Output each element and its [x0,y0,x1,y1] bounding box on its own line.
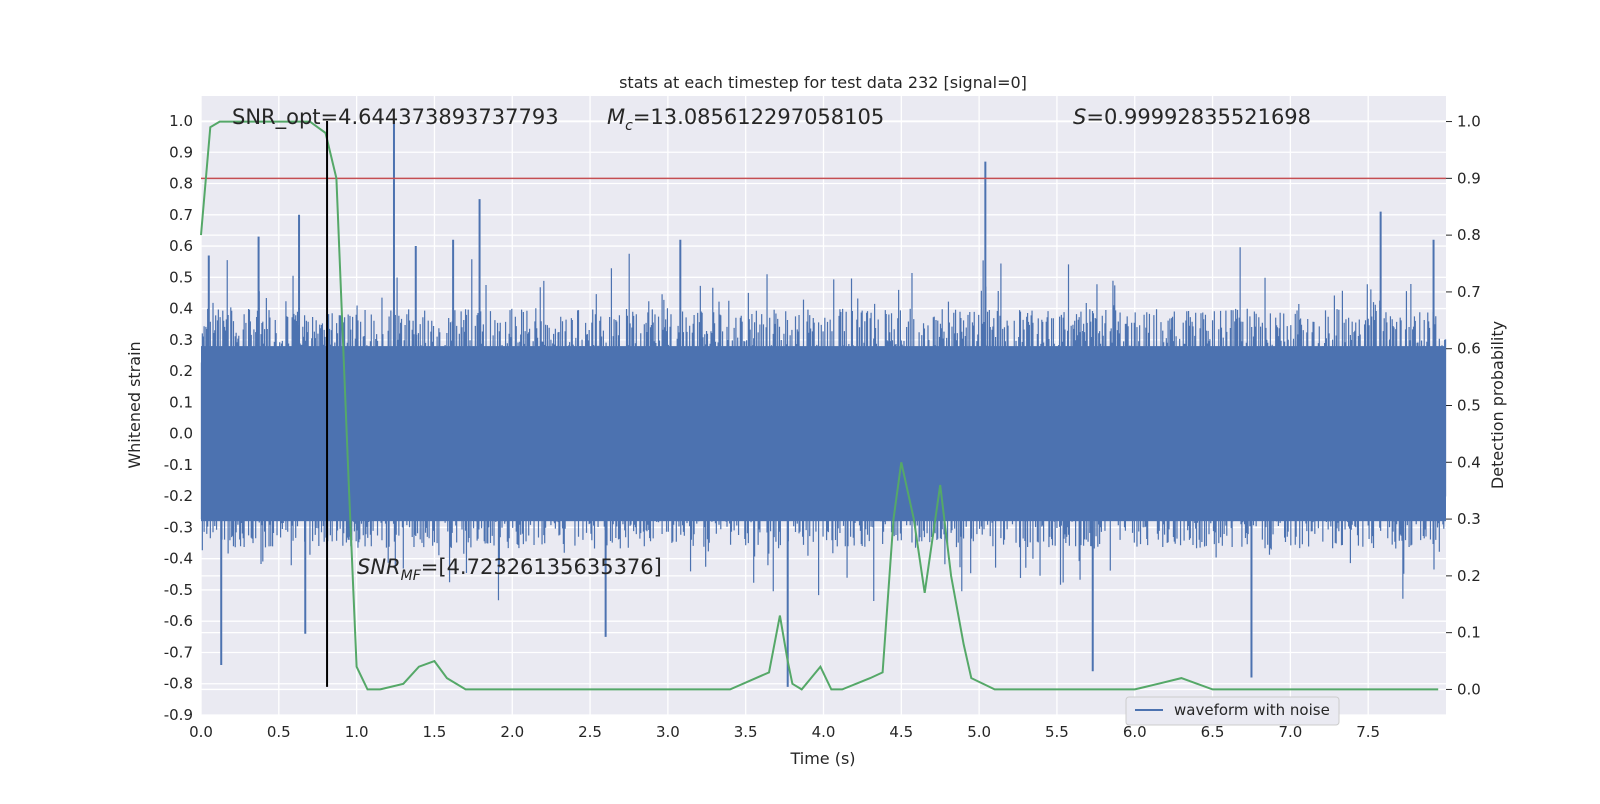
x-tick-label: 4.5 [889,723,913,741]
x-tick-label: 5.0 [967,723,991,741]
y-tick-label: -0.9 [164,706,193,724]
legend-label-waveform: waveform with noise [1174,701,1330,719]
y-tick-label: -0.1 [164,456,193,474]
x-tick-label: 1.5 [423,723,447,741]
chirp-mass-annotation: Mc=13.085612297058105 [607,105,884,134]
x-tick-label: 4.0 [812,723,836,741]
y-tick-label: 1.0 [169,112,193,130]
y-tick-label: -0.8 [164,675,193,693]
legend: waveform with noise [1125,696,1340,726]
x-tick-label: 3.5 [734,723,758,741]
x-tick-label: 6.0 [1123,723,1147,741]
x-tick-label: 7.5 [1356,723,1380,741]
x-tick-label: 5.5 [1045,723,1069,741]
x-tick-label: 3.0 [656,723,680,741]
legend-box [1125,696,1340,726]
x-tick-label: 0.5 [267,723,291,741]
y2-tick-label: 0.5 [1457,397,1481,415]
y-tick-label: -0.2 [164,487,193,505]
y2-tick-label: 0.0 [1457,680,1481,698]
y-tick-label: -0.7 [164,643,193,661]
x-tick-label: 6.5 [1201,723,1225,741]
y2-tick-labels: 1.0 0.9 0.8 0.7 0.6 0.5 0.4 0.3 0.2 0.1 0.0 [1446,113,1481,698]
y-tick-label: 0.6 [169,237,193,255]
y-tick-label: -0.6 [164,612,193,630]
y-tick-label: 0.4 [169,300,193,318]
y-tick-label: 0.1 [169,393,193,411]
snr-opt-annotation: SNR_opt=4.644373893737793 [232,105,559,130]
y-tick-label: 0.0 [169,425,193,443]
plot-area [200,120,1447,691]
y2-tick-label: 0.8 [1457,226,1481,244]
x-tick-label: 2.0 [500,723,524,741]
snr-mf-annotation: SNRMF=[4.72326135635376] [357,555,662,584]
x-tick-label: 2.5 [578,723,602,741]
detection-probability-line [200,120,1439,691]
y2-tick-label: 0.9 [1457,169,1481,187]
y-tick-label: 0.8 [169,175,193,193]
x-tick-labels: 0.0 0.5 1.0 1.5 2.0 2.5 3.0 3.5 4.0 4.5 5.0 5.5 6.0 6… [189,723,1380,741]
y2-tick-label: 0.2 [1457,567,1481,585]
y-tick-label: 0.3 [169,331,193,349]
x-tick-label: 1.0 [345,723,369,741]
y-axis-label: Whitened strain [125,341,144,468]
y-tick-label: 0.9 [169,143,193,161]
x-axis-label: Time (s) [789,749,855,768]
x-tick-label: 0.0 [189,723,213,741]
y-tick-labels: 1.0 0.9 0.8 0.7 0.6 0.5 0.4 0.3 0.2 0.1 0.0 -0.1 -0.… [164,112,193,724]
chart-title: stats at each timestep for test data 232… [619,73,1027,92]
y-tick-label: -0.4 [164,550,193,568]
y-tick-label: -0.3 [164,518,193,536]
y2-tick-label: 0.4 [1457,453,1481,471]
y-tick-label: 0.5 [169,268,193,286]
y2-tick-label: 1.0 [1457,113,1481,131]
y2-tick-label: 0.1 [1457,624,1481,642]
waveform-core-band [201,346,1446,522]
y2-tick-label: 0.6 [1457,340,1481,358]
y2-tick-label: 0.7 [1457,283,1481,301]
y-tick-label: -0.5 [164,581,193,599]
y-tick-label: 0.7 [169,206,193,224]
y2-axis-label: Detection probability [1488,321,1507,489]
y2-tick-label: 0.3 [1457,510,1481,528]
x-tick-label: 7.0 [1278,723,1302,741]
y-tick-label: 0.2 [169,362,193,380]
s-annotation: S=0.99992835521698 [1073,105,1311,129]
